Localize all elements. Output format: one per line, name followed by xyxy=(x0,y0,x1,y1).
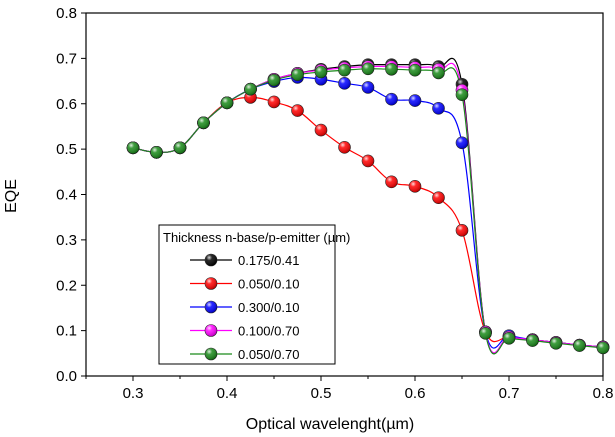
data-point-2 xyxy=(361,81,375,94)
x-tick-label: 0.4 xyxy=(217,385,238,402)
x-axis-title: Optical wavelenght(µm) xyxy=(246,416,414,433)
data-point-1 xyxy=(408,180,422,193)
data-point-4 xyxy=(573,339,586,352)
data-point-1 xyxy=(432,191,445,204)
series-layer xyxy=(132,57,603,355)
data-point-2 xyxy=(455,136,469,150)
x-tick-label: 0.6 xyxy=(405,385,426,402)
legend-box xyxy=(158,224,336,365)
data-point-1 xyxy=(455,224,469,237)
legend-item-1: 0.050/0.10 xyxy=(190,277,299,292)
data-point-4 xyxy=(408,63,422,77)
y-tick-label: 0.8 xyxy=(56,5,77,22)
data-point-4 xyxy=(479,327,492,340)
data-point-4 xyxy=(455,88,469,101)
x-tick-label: 0.7 xyxy=(499,385,520,402)
legend-item-0: 0.175/0.41 xyxy=(190,253,299,268)
data-point-2 xyxy=(338,77,351,90)
data-point-4 xyxy=(267,73,281,87)
data-point-1 xyxy=(338,141,351,154)
data-point-4 xyxy=(150,146,163,159)
y-tick-label: 0.5 xyxy=(56,141,77,158)
x-tick-label: 0.8 xyxy=(593,385,614,402)
y-tick-label: 0.6 xyxy=(56,96,77,113)
data-point-4 xyxy=(361,62,375,76)
legend-label: 0.050/0.70 xyxy=(238,347,299,362)
y-tick-label: 0.4 xyxy=(56,187,77,204)
legend-label: 0.300/0.10 xyxy=(238,300,299,315)
y-tick-label: 0.0 xyxy=(56,368,77,385)
data-point-1 xyxy=(361,154,375,168)
x-tick-label: 0.5 xyxy=(311,385,332,402)
data-point-4 xyxy=(432,66,445,80)
data-point-2 xyxy=(432,101,445,115)
y-axis-title: EQE xyxy=(3,179,20,213)
legend-item-3: 0.100/0.70 xyxy=(190,324,299,339)
legend-title: Thickness n-base/p-emitter (µm) xyxy=(163,230,350,245)
data-point-4 xyxy=(549,337,563,350)
data-point-4 xyxy=(126,141,140,155)
y-tick-label: 0.3 xyxy=(56,232,77,249)
data-point-2 xyxy=(385,92,398,106)
y-tick-label: 0.2 xyxy=(56,277,77,294)
data-point-4 xyxy=(338,63,351,77)
data-point-4 xyxy=(197,116,210,130)
data-point-4 xyxy=(314,65,328,79)
data-point-4 xyxy=(385,62,398,76)
data-point-1 xyxy=(291,104,304,117)
data-point-4 xyxy=(596,341,610,355)
data-point-4 xyxy=(244,82,257,96)
data-point-1 xyxy=(314,123,328,137)
x-tick-label: 0.3 xyxy=(123,385,144,402)
data-point-2 xyxy=(408,94,422,107)
legend-item-4: 0.050/0.70 xyxy=(190,347,299,362)
y-tick-label: 0.7 xyxy=(56,50,77,67)
data-point-1 xyxy=(385,175,398,189)
axis-ticks: 0.3 0.4 0.5 0.6 0.7 0.8 0.0 0.1 0.2 0.3 0.4 0.5 0.6 0… xyxy=(56,5,613,402)
data-point-4 xyxy=(173,141,187,155)
legend-label: 0.100/0.70 xyxy=(238,324,299,339)
legend-label: 0.050/0.10 xyxy=(238,277,299,292)
legend: Thickness n-base/p-emitter (µm) 0.175/0.… xyxy=(158,224,350,365)
data-point-4 xyxy=(526,334,539,347)
data-point-4 xyxy=(502,332,516,345)
legend-item-2: 0.300/0.10 xyxy=(190,300,299,315)
data-point-1 xyxy=(267,95,281,109)
legend-label: 0.175/0.41 xyxy=(238,253,299,268)
series-line-4 xyxy=(132,67,603,355)
data-point-4 xyxy=(291,68,304,82)
marker-layer xyxy=(126,58,610,355)
data-point-4 xyxy=(220,96,234,110)
y-tick-label: 0.1 xyxy=(56,323,77,340)
